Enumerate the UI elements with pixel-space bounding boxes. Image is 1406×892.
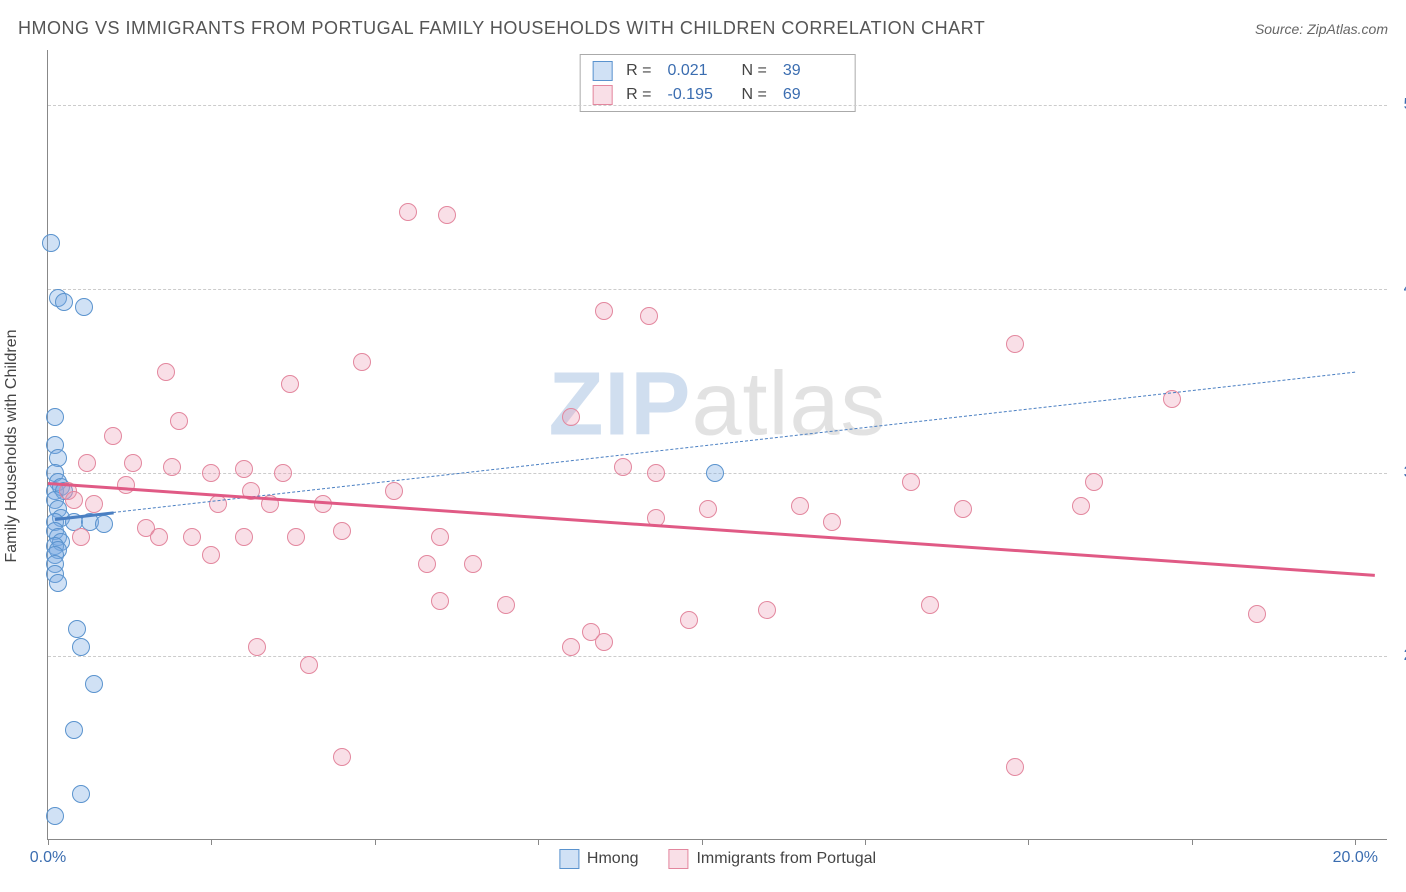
data-point [791,497,809,515]
data-point [562,408,580,426]
data-point [680,611,698,629]
data-point [95,515,113,533]
x-tick [48,839,49,845]
x-tick [538,839,539,845]
data-point [1072,497,1090,515]
data-point [72,638,90,656]
data-point [281,375,299,393]
data-point [235,528,253,546]
data-point [42,234,60,252]
data-point [706,464,724,482]
data-point [300,656,318,674]
chart-title: HMONG VS IMMIGRANTS FROM PORTUGAL FAMILY… [18,18,985,39]
data-point [72,785,90,803]
data-point [902,473,920,491]
data-point [595,302,613,320]
data-point [699,500,717,518]
data-point [49,574,67,592]
scatter-plot: ZIPatlas R = 0.021 N = 39 R = -0.195 N =… [47,50,1387,840]
gridline [48,656,1387,657]
data-point [85,675,103,693]
data-point [75,298,93,316]
data-point [85,495,103,513]
data-point [124,454,142,472]
data-point [333,748,351,766]
data-point [202,546,220,564]
x-tick [1192,839,1193,845]
data-point [104,427,122,445]
legend-item-portugal: Immigrants from Portugal [668,849,876,869]
data-point [209,495,227,513]
series-legend: Hmong Immigrants from Portugal [559,849,876,869]
data-point [595,633,613,651]
gridline [48,289,1387,290]
data-point [68,620,86,638]
legend-row-hmong: R = 0.021 N = 39 [592,59,843,83]
data-point [614,458,632,476]
data-point [823,513,841,531]
data-point [438,206,456,224]
x-tick-label: 0.0% [30,849,66,867]
legend-item-hmong: Hmong [559,849,639,869]
data-point [497,596,515,614]
x-tick [211,839,212,845]
y-axis-title: Family Households with Children [3,330,21,563]
data-point [170,412,188,430]
data-point [150,528,168,546]
correlation-legend: R = 0.021 N = 39 R = -0.195 N = 69 [579,54,856,112]
data-point [1085,473,1103,491]
data-point [1006,758,1024,776]
swatch-portugal [592,85,612,105]
data-point [431,528,449,546]
data-point [1006,335,1024,353]
source-label: Source: ZipAtlas.com [1255,21,1388,37]
data-point [183,528,201,546]
trend-line [113,372,1355,513]
data-point [640,307,658,325]
x-tick [865,839,866,845]
data-point [464,555,482,573]
data-point [353,353,371,371]
x-tick-label: 20.0% [1333,849,1378,867]
data-point [157,363,175,381]
data-point [647,464,665,482]
data-point [55,293,73,311]
data-point [274,464,292,482]
data-point [758,601,776,619]
data-point [235,460,253,478]
data-point [78,454,96,472]
swatch-portugal-icon [668,849,688,869]
data-point [385,482,403,500]
data-point [431,592,449,610]
swatch-hmong-icon [559,849,579,869]
data-point [163,458,181,476]
data-point [248,638,266,656]
data-point [65,721,83,739]
x-tick [1355,839,1356,845]
data-point [72,528,90,546]
data-point [954,500,972,518]
data-point [46,807,64,825]
data-point [117,476,135,494]
x-tick [702,839,703,845]
swatch-hmong [592,61,612,81]
data-point [46,408,64,426]
x-tick [375,839,376,845]
legend-row-portugal: R = -0.195 N = 69 [592,83,843,107]
title-bar: HMONG VS IMMIGRANTS FROM PORTUGAL FAMILY… [18,18,1388,39]
gridline [48,105,1387,106]
x-tick [1028,839,1029,845]
data-point [1248,605,1266,623]
data-point [202,464,220,482]
data-point [418,555,436,573]
data-point [65,491,83,509]
data-point [333,522,351,540]
watermark: ZIPatlas [548,354,886,457]
data-point [921,596,939,614]
data-point [562,638,580,656]
data-point [287,528,305,546]
data-point [399,203,417,221]
